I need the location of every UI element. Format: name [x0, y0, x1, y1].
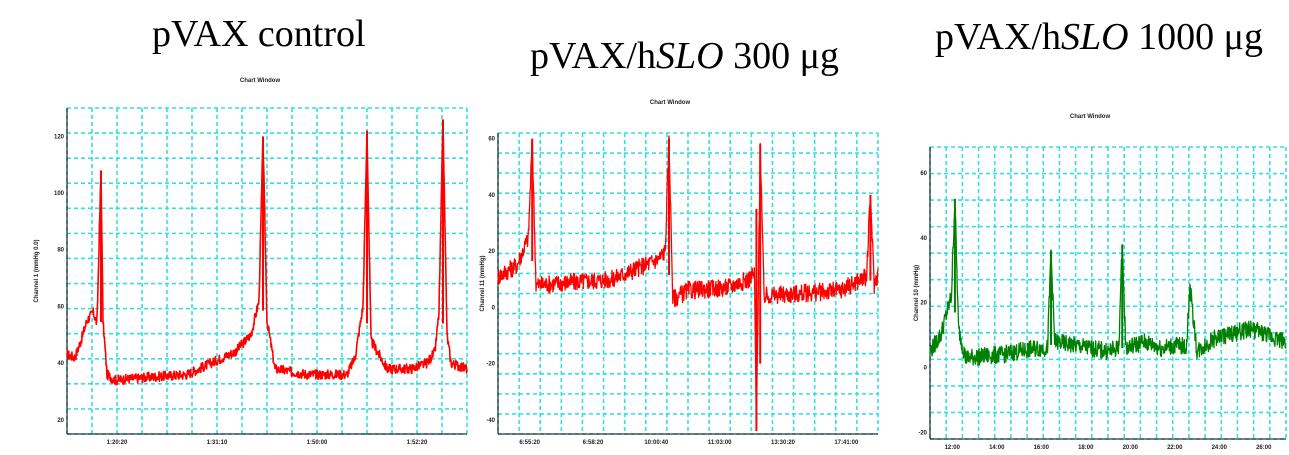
y-tick-label: 60	[57, 304, 64, 310]
x-tick-label: 12:00	[945, 445, 961, 451]
y-tick-label: 40	[488, 193, 495, 199]
x-tick-label: 1:31:10	[207, 440, 228, 446]
y-tick-label: 20	[57, 418, 64, 424]
y-tick-label: 0	[492, 305, 496, 311]
y-tick-label: 60	[920, 171, 927, 177]
heading-right-prefix: pVAX/h	[935, 16, 1061, 58]
x-tick-label: 1:20:20	[107, 440, 128, 446]
chart-pvax-hslo-300: 60 40 20 0 -20 -40 6:55:20 6:58:20 10:00:40 11:03…	[480, 132, 879, 446]
heading-right-suffix: 1000 μg	[1128, 16, 1263, 58]
x-tick-label: 13:30:20	[771, 440, 796, 446]
y-tick-label: 100	[54, 191, 65, 197]
heading-middle-prefix: pVAX/h	[530, 35, 656, 77]
y-axis-label: Channel 11 (mmHg)	[480, 255, 486, 311]
heading-middle-italic: SLO	[656, 35, 724, 77]
y-axis-label: Channel 10 (mmHg)	[914, 265, 920, 321]
x-tick-label: 26:00	[1256, 445, 1272, 451]
y-tick-label: -20	[918, 431, 927, 437]
x-tick-label: 24:00	[1212, 445, 1228, 451]
y-tick-label: 40	[57, 361, 64, 367]
x-tick-label: 17:41:00	[834, 440, 859, 446]
heading-pvax-hslo-1000: pVAX/hSLO 1000 μg	[935, 15, 1263, 59]
x-tick-label: 6:58:20	[583, 440, 604, 446]
x-tick-label: 20:00	[1123, 445, 1139, 451]
heading-right-italic: SLO	[1061, 16, 1129, 58]
y-tick-label: 0	[924, 366, 928, 372]
heading-middle-suffix: 300 μg	[723, 35, 839, 77]
series-line	[929, 203, 1287, 366]
heading-pvax-control: pVAX control	[152, 13, 366, 55]
y-tick-label: 20	[920, 301, 927, 307]
series-line	[66, 121, 468, 386]
heading-pvax-hslo-300: pVAX/hSLO 300 μg	[530, 34, 839, 78]
x-tick-label: 1:50:00	[307, 440, 328, 446]
y-tick-label: 120	[54, 134, 65, 140]
chart-pvax-hslo-1000: 60 40 20 0 -20 12:00 14:00 16:00 18:00 20:00 22:00…	[914, 146, 1287, 451]
y-tick-label: 80	[57, 248, 64, 254]
series-line	[497, 135, 879, 425]
x-tick-label: 1:52:20	[407, 440, 428, 446]
chart-title-3: Chart Window	[1069, 114, 1111, 120]
y-tick-label: -40	[486, 418, 495, 424]
y-axis-label: Channel 1 (mmHg 0.0)	[34, 239, 40, 302]
x-tick-label: 22:00	[1167, 445, 1183, 451]
chart-pvax-control: 20 40 60 80 100 120 1:20:20 1:31:10 1:50:00 1:52:…	[34, 107, 468, 446]
x-tick-label: 11:03:00	[708, 440, 732, 446]
chart-title-1: Chart Window	[239, 78, 281, 84]
y-tick-label: -20	[486, 362, 495, 368]
x-tick-label: 18:00	[1078, 445, 1094, 451]
y-tick-label: 20	[488, 249, 495, 255]
y-tick-label: 40	[920, 236, 927, 242]
x-tick-label: 14:00	[989, 445, 1005, 451]
x-tick-label: 10:00:40	[644, 440, 669, 446]
y-tick-label: 60	[488, 137, 495, 143]
x-tick-label: 6:55:20	[519, 440, 540, 446]
x-tick-label: 16:00	[1034, 445, 1050, 451]
chart-title-2: Chart Window	[649, 100, 691, 106]
